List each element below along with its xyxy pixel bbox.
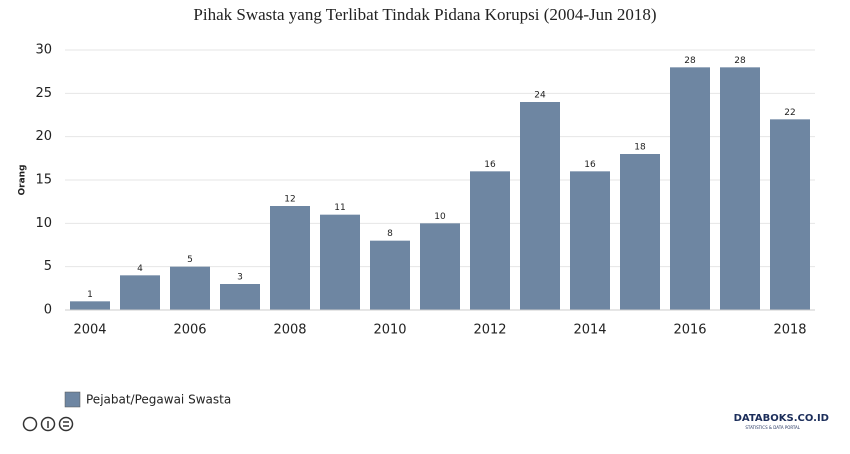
y-tick-label: 30 [35, 43, 52, 58]
data-label: 28 [734, 56, 746, 66]
bar [270, 206, 310, 310]
data-label: 1 [87, 290, 93, 300]
x-tick-label: 2014 [573, 323, 606, 338]
data-label: 16 [584, 160, 596, 170]
bar [620, 154, 660, 310]
data-label: 11 [334, 203, 345, 213]
y-tick-label: 5 [44, 259, 52, 274]
data-label: 16 [484, 160, 496, 170]
cc-icons [22, 416, 74, 432]
bar [220, 284, 260, 310]
data-label: 28 [684, 56, 696, 66]
bar [320, 214, 360, 310]
y-tick-label: 15 [35, 173, 52, 188]
data-label: 5 [187, 255, 193, 265]
bar [370, 240, 410, 310]
bar [770, 119, 810, 310]
x-tick-label: 2008 [273, 323, 306, 338]
y-tick-label: 20 [35, 129, 52, 144]
data-label: 18 [634, 143, 646, 153]
data-label: 22 [784, 108, 795, 118]
bar [120, 275, 160, 310]
y-tick-label: 10 [35, 216, 52, 231]
bar [470, 171, 510, 310]
footer-brand: DATABOKS.CO.ID [734, 413, 829, 424]
bar [420, 223, 460, 310]
legend-label: Pejabat/Pegawai Swasta [86, 393, 231, 407]
legend-swatch [64, 391, 81, 408]
data-label: 8 [387, 229, 393, 239]
bar [670, 67, 710, 310]
y-tick-label: 0 [44, 303, 52, 318]
data-label: 24 [534, 91, 546, 101]
x-tick-label: 2010 [373, 323, 406, 338]
x-tick-label: 2006 [173, 323, 206, 338]
y-tick-label: 25 [35, 86, 52, 101]
bar [70, 301, 110, 310]
x-tick-label: 2012 [473, 323, 506, 338]
data-label: 12 [284, 195, 295, 205]
x-tick-label: 2018 [773, 323, 806, 338]
data-label: 10 [434, 212, 446, 222]
data-label: 4 [137, 264, 143, 274]
bar [170, 266, 210, 310]
bar [520, 102, 560, 310]
x-tick-label: 2004 [73, 323, 106, 338]
y-axis-label: Orang [18, 164, 28, 195]
bar [570, 171, 610, 310]
x-tick-label: 2016 [673, 323, 706, 338]
footer-tagline: STATISTICS & DATA PORTAL [745, 425, 800, 430]
chart-title: Pihak Swasta yang Terlibat Tindak Pidana… [193, 5, 656, 24]
data-label: 3 [237, 273, 243, 283]
bar [720, 67, 760, 310]
